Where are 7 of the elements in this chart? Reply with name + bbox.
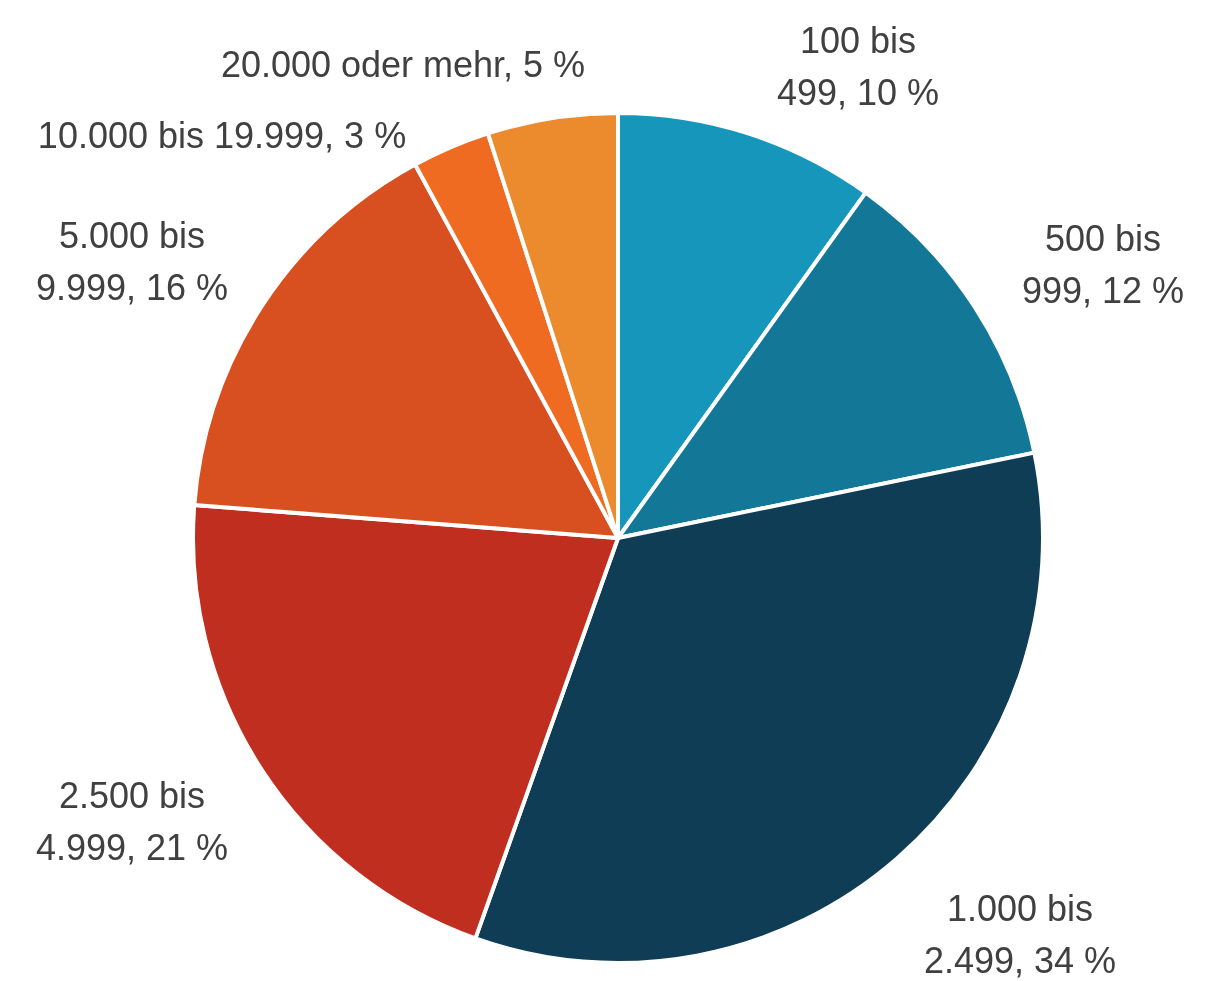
- slice-label: 5.000 bis 9.999, 16 %: [35, 214, 229, 308]
- slice-label: 500 bis 999, 12 %: [1021, 217, 1185, 311]
- slice-label: 1.000 bis 2.499, 34 %: [923, 887, 1117, 981]
- slice-label: 2.500 bis 4.999, 21 %: [35, 774, 229, 868]
- slice-label: 10.000 bis 19.999, 3 %: [37, 114, 407, 156]
- slice-label: 20.000 oder mehr, 5 %: [220, 43, 586, 85]
- slice-label: 100 bis 499, 10 %: [776, 19, 940, 113]
